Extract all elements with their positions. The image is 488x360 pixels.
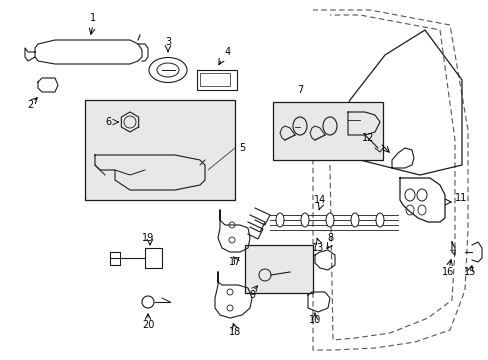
Bar <box>244 245 312 293</box>
Text: 9: 9 <box>248 290 255 300</box>
Text: 17: 17 <box>228 257 241 267</box>
Text: 13: 13 <box>311 243 324 253</box>
Ellipse shape <box>275 213 284 227</box>
Text: 12: 12 <box>361 133 373 143</box>
Ellipse shape <box>301 213 308 227</box>
Bar <box>197 70 237 90</box>
Text: 3: 3 <box>164 37 171 47</box>
Bar <box>200 73 229 86</box>
Text: 6: 6 <box>105 117 111 127</box>
Text: 20: 20 <box>142 320 154 330</box>
Text: 4: 4 <box>224 47 231 57</box>
Text: 10: 10 <box>308 315 321 325</box>
Text: 5: 5 <box>238 143 244 153</box>
Text: 15: 15 <box>463 267 475 277</box>
Ellipse shape <box>350 213 358 227</box>
Text: 11: 11 <box>454 193 467 203</box>
Text: 18: 18 <box>228 327 241 337</box>
Text: 16: 16 <box>441 267 453 277</box>
Text: 8: 8 <box>326 233 332 243</box>
Bar <box>272 102 382 160</box>
Text: 19: 19 <box>142 233 154 243</box>
Bar <box>85 100 235 200</box>
Text: 7: 7 <box>296 85 303 95</box>
Ellipse shape <box>325 213 333 227</box>
Ellipse shape <box>375 213 383 227</box>
Text: 1: 1 <box>90 13 96 23</box>
Text: 14: 14 <box>313 195 325 205</box>
Text: 2: 2 <box>27 100 33 110</box>
